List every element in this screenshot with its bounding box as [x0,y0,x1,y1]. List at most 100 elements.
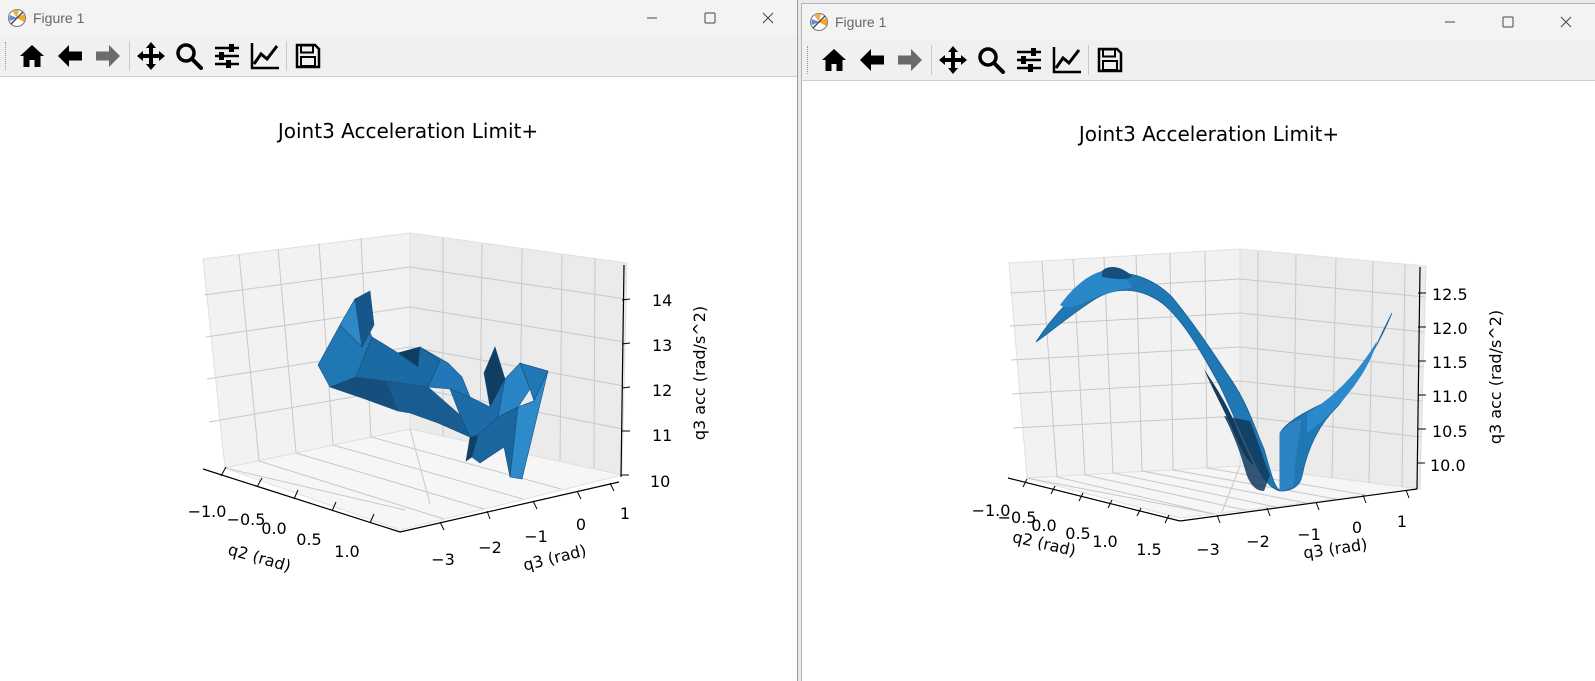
zoom-icon [978,47,1005,74]
zoom-button[interactable] [974,43,1008,77]
back-button[interactable] [855,43,889,77]
axis-lines [1007,266,1421,522]
configure-subplots-icon [215,44,239,68]
z-tick-label: 14 [652,291,672,310]
x-tick-label: 0.5 [296,530,321,549]
z-tick-label: 10.5 [1432,422,1468,441]
configure-subplots-button[interactable] [1012,43,1046,77]
maximize-button[interactable] [1479,4,1537,40]
plot-3d-right[interactable]: Joint3 Acceleration Limit+ [802,81,1595,681]
x-tick-label: −1.0 [188,502,227,521]
y-ticks [1216,489,1410,524]
close-icon [1560,16,1572,28]
toolbar-separator [129,41,130,71]
zoom-icon [176,43,203,70]
x-tick-label: 1.0 [334,542,359,561]
x-tick-label: 0.0 [1031,516,1056,535]
figure-window-left: Figure 1 [0,0,798,681]
minimize-button[interactable] [623,0,681,36]
surface-plot [1035,266,1393,492]
chart-title: Joint3 Acceleration Limit+ [1077,122,1339,146]
y-tick-label: −2 [478,538,502,557]
title-bar[interactable]: Figure 1 [802,4,1595,40]
edit-axis-icon [250,43,279,70]
edit-axis-button[interactable] [1050,43,1084,77]
zoom-button[interactable] [172,39,206,73]
z-axis-label: q3 acc (rad/s^2) [1486,310,1505,444]
y-tick-label: 0 [576,515,586,534]
axes-pane-right [1239,248,1427,490]
y-tick-label: 1 [620,504,630,523]
y-tick-label: −1 [1297,525,1321,544]
chart-title: Joint3 Acceleration Limit+ [276,119,538,143]
save-icon [295,43,321,69]
y-tick-label: 1 [1397,512,1407,531]
home-icon [822,49,846,71]
z-tick-label: 11 [652,426,672,445]
figure-canvas[interactable]: Joint3 Acceleration Limit+ [802,81,1595,681]
z-ticks [621,298,631,476]
surface-shadow [1224,416,1270,491]
surface-highlight [1060,270,1132,308]
minimize-button[interactable] [1421,4,1479,40]
y-tick-label: 0 [1352,518,1362,537]
z-tick-label: 12 [652,381,672,400]
pan-button[interactable] [936,43,970,77]
toolbar-grip[interactable] [807,46,810,74]
pan-button[interactable] [134,39,168,73]
y-tick-label: −1 [524,527,548,546]
close-icon [762,12,774,24]
close-button[interactable] [739,0,797,36]
maximize-button[interactable] [681,0,739,36]
forward-button[interactable] [893,43,927,77]
surface-plot [317,290,549,480]
minimize-icon [647,17,657,19]
toolbar-grip[interactable] [5,42,8,70]
x-tick-label: −0.5 [998,508,1037,527]
x-tick-label: −0.5 [227,510,266,529]
y-ticks [439,482,615,531]
x-ticks [1022,478,1170,524]
z-ticks [1417,292,1426,464]
title-bar[interactable]: Figure 1 [0,0,797,36]
maximize-icon [1502,16,1514,28]
back-arrow-icon [58,45,82,67]
back-arrow-icon [860,49,884,71]
toolbar-separator [931,45,932,75]
figure-canvas[interactable]: Joint3 Acceleration Limit+ [0,77,797,681]
surface-highlight [1307,341,1377,433]
toolbar-separator [1088,45,1089,75]
forward-arrow-icon [96,45,120,67]
minimize-icon [1445,21,1455,23]
edit-axis-button[interactable] [248,39,282,73]
save-button[interactable] [291,39,325,73]
forward-button[interactable] [91,39,125,73]
configure-subplots-icon [1017,48,1041,72]
x-axis-label: q2 (rad) [226,540,293,576]
close-button[interactable] [1537,4,1595,40]
x-tick-label: 1.5 [1136,540,1161,559]
surface-shadow [1102,266,1132,280]
navigation-toolbar [802,40,1595,81]
window-title: Figure 1 [33,10,85,26]
home-button[interactable] [15,39,49,73]
toolbar-separator [286,41,287,71]
plot-3d-left[interactable]: Joint3 Acceleration Limit+ [0,77,798,681]
back-button[interactable] [53,39,87,73]
z-tick-label: 10 [650,472,670,491]
home-button[interactable] [817,43,851,77]
z-tick-label: 13 [652,336,672,355]
x-tick-label: 0.5 [1065,524,1090,543]
save-button[interactable] [1093,43,1127,77]
maximize-icon [704,12,716,24]
x-tick-label: 0.0 [261,519,286,538]
configure-subplots-button[interactable] [210,39,244,73]
grid-lines [203,237,627,520]
z-tick-label: 12.0 [1432,319,1468,338]
pan-icon [137,42,165,70]
window-title: Figure 1 [835,14,887,30]
x-tick-label: −1.0 [972,501,1011,520]
figure-window-right: Figure 1 [801,3,1595,681]
save-icon [1097,47,1123,73]
axis-lines [202,264,625,533]
